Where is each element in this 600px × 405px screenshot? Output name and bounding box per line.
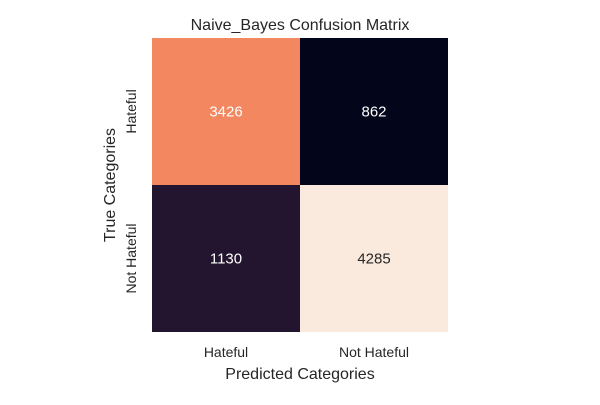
cell-annotations: 3426 862 1130 4285 (209, 104, 390, 268)
heatmap-cell-not-hateful-not-hateful (300, 185, 448, 332)
y-tick-label-not-hateful: Not Hateful (123, 223, 139, 293)
y-axis-label: True Categories (102, 128, 119, 242)
chart-title: Naive_Bayes Confusion Matrix (191, 17, 410, 34)
cell-value-hateful-not-hateful: 862 (361, 104, 386, 121)
cell-value-not-hateful-not-hateful: 4285 (357, 251, 390, 268)
x-tick-label-not-hateful: Not Hateful (339, 344, 409, 360)
x-axis-label: Predicted Categories (225, 366, 374, 383)
heatmap-cell-not-hateful-hateful (152, 185, 300, 332)
heatmap-cell-hateful-hateful (152, 38, 300, 185)
x-tick-label-hateful: Hateful (204, 344, 248, 360)
cell-value-not-hateful-hateful: 1130 (210, 251, 242, 268)
heatmap-cells (152, 38, 448, 332)
y-tick-label-hateful: Hateful (123, 89, 139, 133)
heatmap-cell-hateful-not-hateful (300, 38, 448, 185)
x-tick-labels: Hateful Not Hateful (204, 344, 409, 360)
y-tick-labels: Hateful Not Hateful (123, 89, 139, 293)
cell-value-hateful-hateful: 3426 (209, 104, 242, 121)
